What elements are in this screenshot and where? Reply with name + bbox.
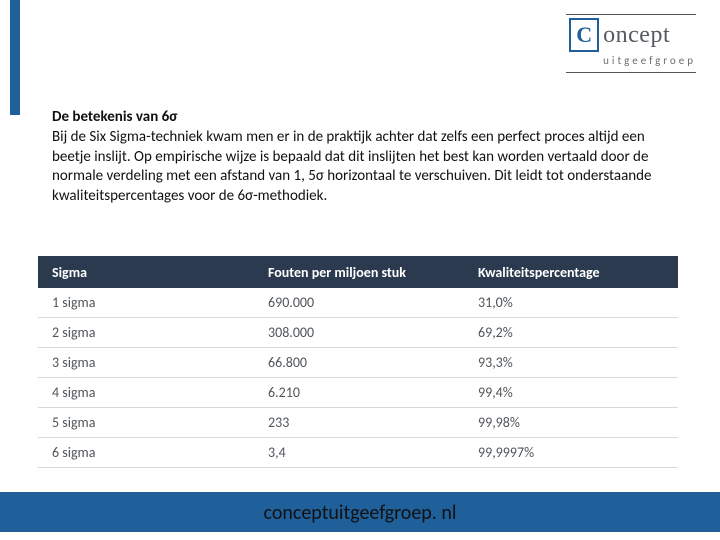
cell-kwaliteit: 99,98% <box>478 414 678 431</box>
cell-sigma: 5 sigma <box>38 414 268 431</box>
logo-rule-top <box>566 14 696 15</box>
table-row: 6 sigma 3,4 99,9997% <box>38 438 678 468</box>
cell-kwaliteit: 93,3% <box>478 354 678 371</box>
sigma-table: Sigma Fouten per miljoen stuk Kwaliteits… <box>38 256 678 468</box>
cell-fouten: 308.000 <box>268 324 478 341</box>
table-header-row: Sigma Fouten per miljoen stuk Kwaliteits… <box>38 256 678 288</box>
logo-word: oncept <box>603 22 670 49</box>
content-block: De betekenis van 6σ Bij de Six Sigma-tec… <box>52 108 672 206</box>
footer-text: conceptuitgeefgroep. nl <box>0 501 720 525</box>
table-row: 3 sigma 66.800 93,3% <box>38 348 678 378</box>
cell-kwaliteit: 31,0% <box>478 294 678 311</box>
section-heading: De betekenis van 6σ <box>52 108 672 126</box>
cell-kwaliteit: 99,9997% <box>478 444 678 461</box>
left-accent-rule <box>10 0 20 115</box>
table-row: 4 sigma 6.210 99,4% <box>38 378 678 408</box>
cell-sigma: 3 sigma <box>38 354 268 371</box>
col-header-sigma: Sigma <box>38 264 268 281</box>
cell-fouten: 233 <box>268 414 478 431</box>
logo-letter-box: C <box>569 18 599 52</box>
col-header-kwaliteit: Kwaliteitspercentage <box>478 264 678 281</box>
cell-sigma: 4 sigma <box>38 384 268 401</box>
cell-sigma: 6 sigma <box>38 444 268 461</box>
logo-rule-bottom <box>566 72 696 73</box>
cell-fouten: 6.210 <box>268 384 478 401</box>
cell-fouten: 690.000 <box>268 294 478 311</box>
col-header-fouten: Fouten per miljoen stuk <box>268 264 478 281</box>
table-row: 5 sigma 233 99,98% <box>38 408 678 438</box>
logo-subtext: uitgeefgroep <box>569 54 696 67</box>
cell-fouten: 3,4 <box>268 444 478 461</box>
table-row: 1 sigma 690.000 31,0% <box>38 288 678 318</box>
brand-logo: C oncept uitgeefgroep <box>569 18 696 67</box>
cell-kwaliteit: 69,2% <box>478 324 678 341</box>
body-text: Bij de Six Sigma-techniek kwam men er in… <box>52 128 672 206</box>
cell-kwaliteit: 99,4% <box>478 384 678 401</box>
logo-top-row: C oncept <box>569 18 696 52</box>
table-row: 2 sigma 308.000 69,2% <box>38 318 678 348</box>
cell-sigma: 1 sigma <box>38 294 268 311</box>
cell-sigma: 2 sigma <box>38 324 268 341</box>
cell-fouten: 66.800 <box>268 354 478 371</box>
